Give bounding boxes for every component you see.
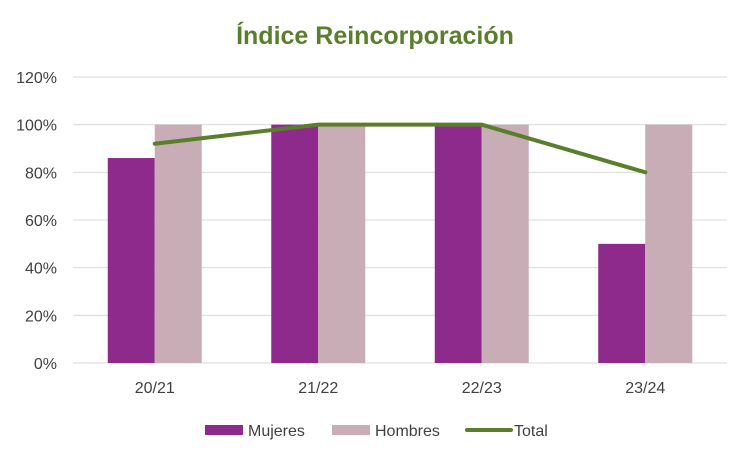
- y-tick-label: 60%: [25, 213, 57, 230]
- line-total: [152, 122, 648, 175]
- legend-swatch-hombres: [332, 425, 370, 435]
- bars: [107, 124, 693, 364]
- y-axis-tick-labels: 0% 20% 40% 60% 80% 100% 120%: [16, 70, 57, 373]
- legend-label-mujeres: Mujeres: [248, 423, 305, 440]
- total-line-layer: [152, 122, 648, 175]
- x-axis-tick-labels: 20/21 21/22 22/23 23/24: [135, 380, 666, 397]
- legend-swatch-mujeres: [205, 425, 243, 435]
- legend-label-hombres: Hombres: [375, 423, 440, 440]
- y-tick-label: 20%: [25, 308, 57, 325]
- x-tick-label: 20/21: [135, 380, 175, 397]
- legend: Mujeres Hombres Total: [205, 423, 548, 440]
- bar-hombres-3: [645, 124, 693, 364]
- x-tick-label: 21/22: [298, 380, 338, 397]
- y-tick-label: 40%: [25, 261, 57, 278]
- legend-label-total: Total: [514, 423, 548, 440]
- x-tick-label: 22/23: [462, 380, 502, 397]
- chart-title: Índice Reincorporación: [236, 21, 514, 50]
- y-tick-label: 100%: [16, 118, 57, 135]
- bar-hombres-1: [318, 124, 366, 364]
- y-tick-label: 120%: [16, 70, 57, 87]
- x-tick-label: 23/24: [625, 380, 665, 397]
- y-tick-label: 0%: [34, 356, 57, 373]
- bar-hombres-0: [154, 124, 202, 364]
- bar-hombres-2: [481, 124, 529, 364]
- bar-mujeres-0: [107, 158, 155, 363]
- bar-mujeres-3: [598, 243, 646, 363]
- bar-mujeres-1: [271, 124, 319, 364]
- bar-mujeres-2: [434, 124, 482, 364]
- y-tick-label: 80%: [25, 165, 57, 182]
